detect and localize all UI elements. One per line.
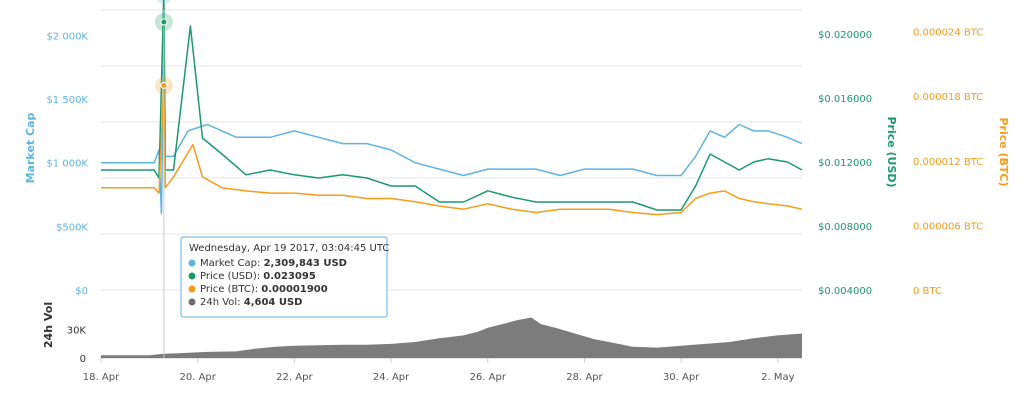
marker-halo-market-cap [156, 0, 171, 5]
x-tick-label: 20. Apr [179, 372, 216, 383]
axis-ticks: 18. Apr 20. Apr 22. Apr 24. Apr 26. Apr 28. A… [46, 28, 983, 383]
tooltip-row-label: Price (USD): [200, 271, 263, 282]
y-tick-price-btc: 0.000018 BTC [913, 92, 983, 103]
tooltip-row: Market Cap: 2,309,843 USD [200, 258, 347, 269]
y-tick-market-cap: $0 [75, 286, 88, 297]
y-tick-price-btc: 0.000012 BTC [913, 157, 983, 168]
marker-price-usd [160, 18, 168, 26]
volume-area [101, 317, 802, 358]
tooltip-box [180, 236, 388, 318]
tooltip-row-label: Price (BTC): [200, 284, 261, 295]
x-tick-label: 22. Apr [276, 372, 313, 383]
y-tick-price-usd: $0.008000 [818, 222, 872, 233]
y-tick-market-cap: $2 000K [46, 31, 88, 42]
axis-title-price-usd: Price (USD) [885, 116, 898, 187]
tooltip-row-value: 4,604 USD [244, 297, 303, 308]
y-tick-price-usd: $0.016000 [818, 94, 872, 105]
tooltip-row: 24h Vol: 4,604 USD [200, 297, 303, 308]
tooltip-row-label: Market Cap: [200, 258, 264, 269]
y-tick-price-usd: $0.012000 [818, 158, 872, 169]
series-lines [101, 0, 803, 216]
tooltip-row-value: 0.023095 [263, 271, 316, 282]
series-line-market-cap [101, 0, 803, 215]
x-tick-label: 28. Apr [566, 372, 603, 383]
tooltip-series-dot [188, 272, 196, 280]
tooltip-series-dot [188, 259, 196, 267]
marker-price-btc [160, 81, 168, 89]
tooltip-row: Price (USD): 0.023095 [200, 271, 316, 282]
y-tick-volume: 0 [80, 354, 86, 365]
series-area-volume [101, 317, 802, 358]
tooltip: Wednesday, Apr 19 2017, 03:04:45 UTC Mar… [180, 236, 389, 318]
axis-title-price-btc: Price (BTC) [997, 117, 1010, 186]
hover-markers [154, 0, 173, 95]
y-tick-market-cap: $1 500K [46, 95, 88, 106]
x-tick-label: 26. Apr [470, 372, 507, 383]
series-line-price-btc [101, 84, 803, 216]
tooltip-series-dot [188, 285, 196, 293]
tooltip-series-dot [188, 298, 196, 306]
y-tick-price-btc: 0.000024 BTC [913, 28, 983, 39]
y-tick-market-cap: $500K [56, 222, 88, 233]
y-tick-price-usd: $0.004000 [818, 286, 872, 297]
tooltip-row-label: 24h Vol: [200, 297, 244, 308]
series-line-price-usd [101, 0, 803, 211]
x-tick-label: 24. Apr [373, 372, 410, 383]
y-tick-price-btc: 0.000006 BTC [913, 221, 983, 232]
tooltip-date: Wednesday, Apr 19 2017, 03:04:45 UTC [189, 243, 389, 254]
axis-title-market-cap: Market Cap [24, 113, 37, 184]
x-tick-label: 18. Apr [83, 372, 120, 383]
tooltip-row-value: 2,309,843 USD [264, 258, 347, 269]
tooltip-row: Price (BTC): 0.00001900 [200, 284, 328, 295]
tooltip-row-value: 0.00001900 [261, 284, 327, 295]
y-tick-market-cap: $1 000K [46, 159, 88, 170]
y-tick-price-usd: $0.020000 [818, 30, 872, 41]
y-tick-price-btc: 0 BTC [913, 286, 942, 297]
x-tick-label: 2. May [761, 372, 794, 383]
y-tick-volume: 30K [67, 326, 87, 337]
axis-title-volume: 24h Vol [42, 302, 55, 348]
x-tick-label: 30. Apr [663, 372, 700, 383]
